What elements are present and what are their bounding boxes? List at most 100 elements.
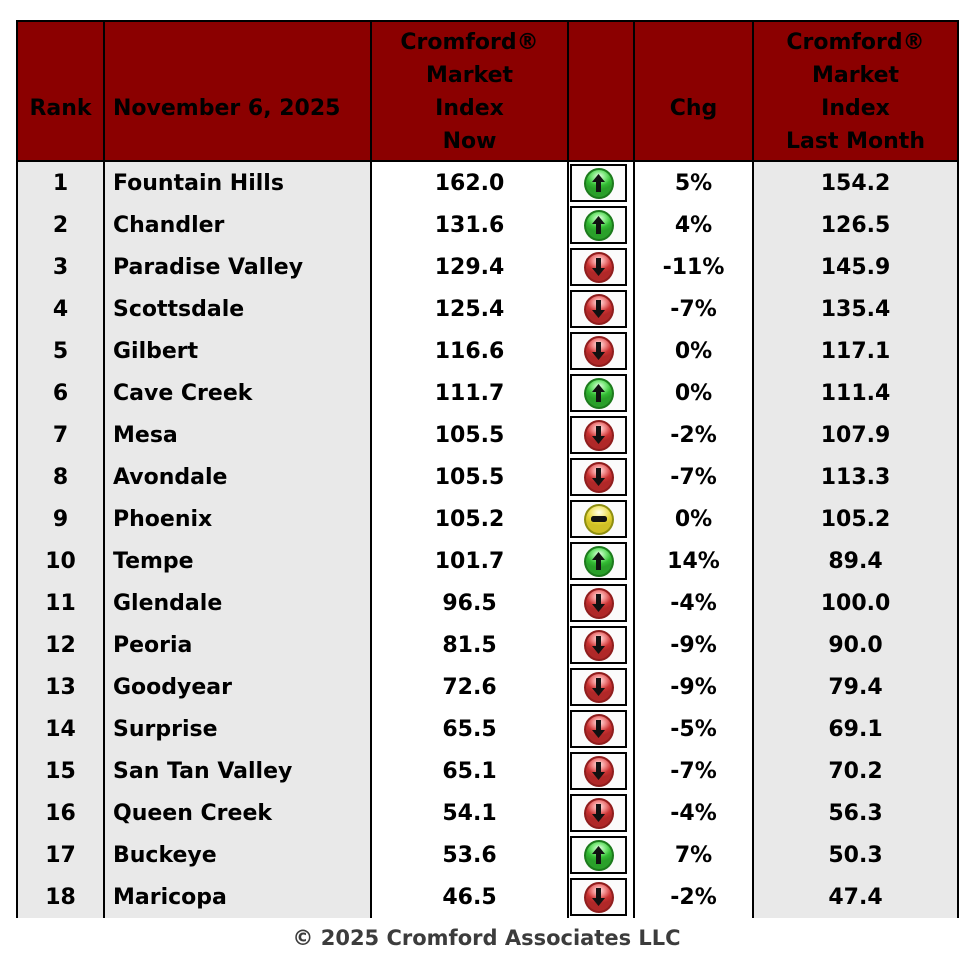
index-now-cell: 96.5 xyxy=(370,582,569,624)
index-last-month-cell: 47.4 xyxy=(752,876,959,918)
header-chg: Chg xyxy=(633,20,754,162)
trend-icon-box xyxy=(570,374,627,412)
table-row: 15 San Tan Valley 65.1 -7% 70.2 xyxy=(16,750,959,792)
trend-cell xyxy=(567,540,635,582)
index-last-month-cell: 107.9 xyxy=(752,414,959,456)
header-index-last-month-line1: Cromford® xyxy=(786,30,925,55)
trend-cell xyxy=(567,498,635,540)
rank-cell: 12 xyxy=(16,624,105,666)
index-now-cell: 116.6 xyxy=(370,330,569,372)
index-now-cell: 105.5 xyxy=(370,414,569,456)
trend-down-icon xyxy=(583,755,614,787)
rank-cell: 18 xyxy=(16,876,105,918)
city-cell: Tempe xyxy=(103,540,372,582)
rank-cell: 3 xyxy=(16,246,105,288)
chg-cell: 0% xyxy=(633,330,754,372)
trend-down-icon xyxy=(583,629,614,661)
rank-cell: 7 xyxy=(16,414,105,456)
trend-cell xyxy=(567,456,635,498)
rank-cell: 8 xyxy=(16,456,105,498)
header-rank: Rank xyxy=(16,20,105,162)
rank-cell: 16 xyxy=(16,792,105,834)
table-row: 10 Tempe 101.7 14% 89.4 xyxy=(16,540,959,582)
table-body: 1 Fountain Hills 162.0 5% 154.2 2 Chandl… xyxy=(16,161,959,918)
rank-cell: 15 xyxy=(16,750,105,792)
trend-down-icon xyxy=(583,335,614,367)
index-last-month-cell: 117.1 xyxy=(752,330,959,372)
header-index-last-month-line4: Last Month xyxy=(786,129,925,154)
index-now-cell: 65.1 xyxy=(370,750,569,792)
trend-icon-box xyxy=(570,206,627,244)
trend-up-icon xyxy=(583,839,614,871)
trend-icon-box xyxy=(570,710,627,748)
table-row: 17 Buckeye 53.6 7% 50.3 xyxy=(16,834,959,876)
index-last-month-cell: 56.3 xyxy=(752,792,959,834)
header-index-now-line1: Cromford® xyxy=(400,30,539,55)
trend-icon-box xyxy=(570,794,627,832)
city-cell: Buckeye xyxy=(103,834,372,876)
index-now-cell: 54.1 xyxy=(370,792,569,834)
table-row: 2 Chandler 131.6 4% 126.5 xyxy=(16,204,959,246)
index-now-cell: 101.7 xyxy=(370,540,569,582)
city-cell: Phoenix xyxy=(103,498,372,540)
index-last-month-cell: 89.4 xyxy=(752,540,959,582)
trend-cell xyxy=(567,414,635,456)
trend-cell xyxy=(567,330,635,372)
index-last-month-cell: 79.4 xyxy=(752,666,959,708)
header-index-now-line2: Market xyxy=(425,63,514,88)
trend-cell xyxy=(567,582,635,624)
city-cell: Chandler xyxy=(103,204,372,246)
header-index-last-month-line3: Index xyxy=(821,96,890,121)
trend-down-icon xyxy=(583,419,614,451)
chg-cell: 0% xyxy=(633,372,754,414)
trend-cell xyxy=(567,792,635,834)
chg-cell: -9% xyxy=(633,624,754,666)
trend-icon-box xyxy=(570,584,627,622)
chg-cell: -4% xyxy=(633,582,754,624)
table-row: 8 Avondale 105.5 -7% 113.3 xyxy=(16,456,959,498)
trend-cell xyxy=(567,666,635,708)
trend-up-icon xyxy=(583,167,614,199)
trend-cell xyxy=(567,624,635,666)
chg-cell: -2% xyxy=(633,414,754,456)
trend-icon-box xyxy=(570,332,627,370)
index-now-cell: 111.7 xyxy=(370,372,569,414)
trend-icon-box xyxy=(570,500,627,538)
city-cell: Cave Creek xyxy=(103,372,372,414)
trend-cell xyxy=(567,708,635,750)
chg-cell: -5% xyxy=(633,708,754,750)
index-last-month-cell: 145.9 xyxy=(752,246,959,288)
city-cell: Mesa xyxy=(103,414,372,456)
rank-cell: 9 xyxy=(16,498,105,540)
chg-cell: 14% xyxy=(633,540,754,582)
city-cell: Glendale xyxy=(103,582,372,624)
trend-cell xyxy=(567,876,635,918)
trend-cell xyxy=(567,372,635,414)
trend-cell xyxy=(567,750,635,792)
cromford-market-index-table: Rank November 6, 2025 Cromford® Market I… xyxy=(16,20,959,918)
rank-cell: 1 xyxy=(16,161,105,204)
table-row: 3 Paradise Valley 129.4 -11% 145.9 xyxy=(16,246,959,288)
index-now-cell: 125.4 xyxy=(370,288,569,330)
trend-down-icon xyxy=(583,797,614,829)
table-row: 5 Gilbert 116.6 0% 117.1 xyxy=(16,330,959,372)
index-now-cell: 129.4 xyxy=(370,246,569,288)
index-now-cell: 46.5 xyxy=(370,876,569,918)
city-cell: San Tan Valley xyxy=(103,750,372,792)
city-cell: Goodyear xyxy=(103,666,372,708)
chg-cell: -7% xyxy=(633,750,754,792)
city-cell: Scottsdale xyxy=(103,288,372,330)
chg-cell: -11% xyxy=(633,246,754,288)
trend-icon-box xyxy=(570,416,627,454)
city-cell: Queen Creek xyxy=(103,792,372,834)
table-row: 11 Glendale 96.5 -4% 100.0 xyxy=(16,582,959,624)
table-header: Rank November 6, 2025 Cromford® Market I… xyxy=(16,20,959,162)
copyright-text: © 2025 Cromford Associates LLC xyxy=(292,926,681,950)
index-last-month-cell: 113.3 xyxy=(752,456,959,498)
city-cell: Paradise Valley xyxy=(103,246,372,288)
trend-icon-box xyxy=(570,458,627,496)
rank-cell: 13 xyxy=(16,666,105,708)
city-cell: Peoria xyxy=(103,624,372,666)
trend-icon-box xyxy=(570,626,627,664)
index-now-cell: 53.6 xyxy=(370,834,569,876)
